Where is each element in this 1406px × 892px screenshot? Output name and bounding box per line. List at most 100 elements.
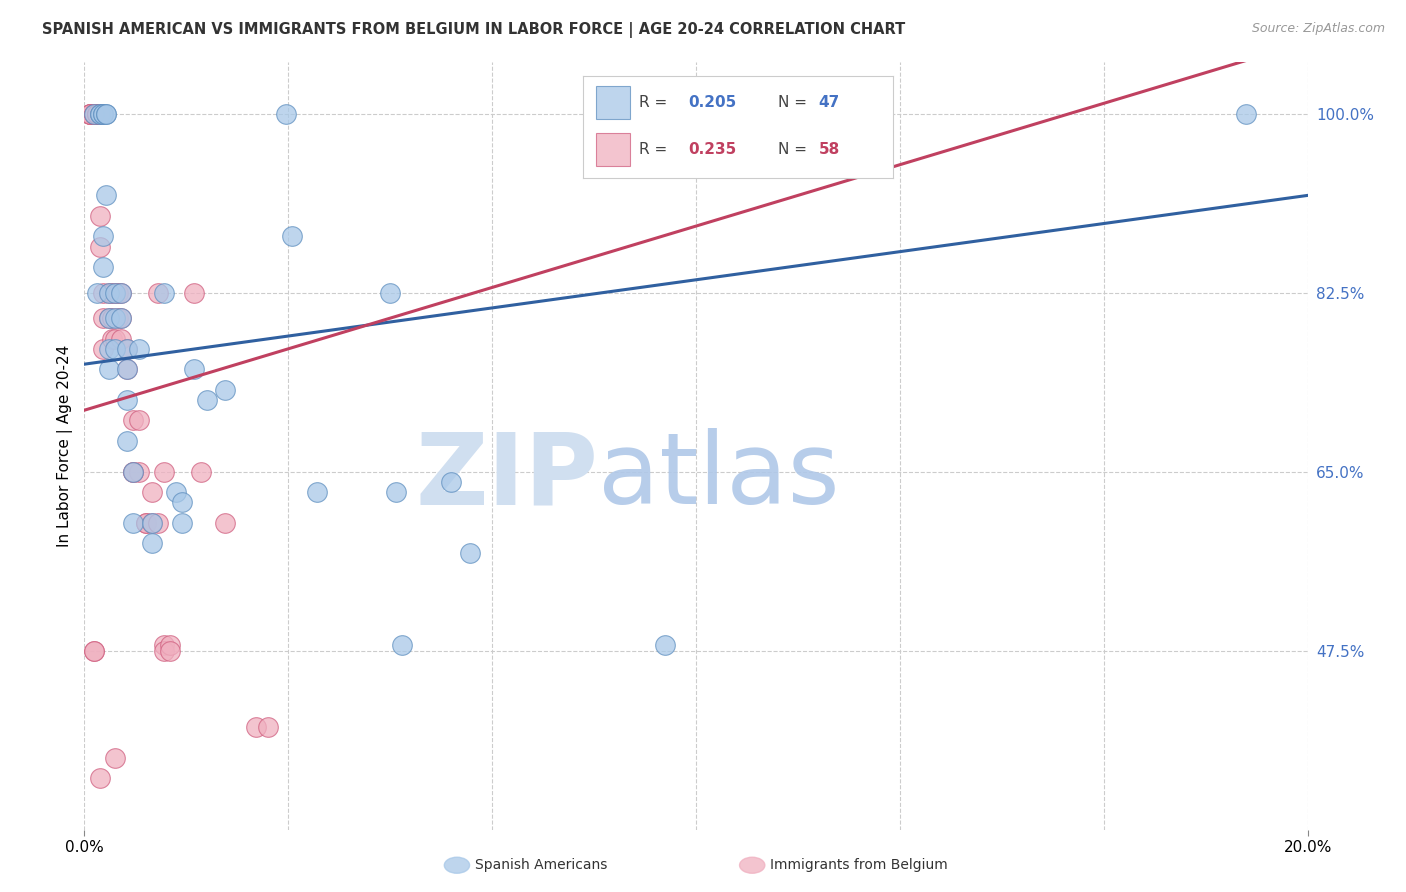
Text: SPANISH AMERICAN VS IMMIGRANTS FROM BELGIUM IN LABOR FORCE | AGE 20-24 CORRELATI: SPANISH AMERICAN VS IMMIGRANTS FROM BELG… [42, 22, 905, 38]
Text: Immigrants from Belgium: Immigrants from Belgium [770, 858, 948, 872]
Point [141, 485, 163, 500]
Point [89, 106, 111, 120]
Point [458, 546, 481, 560]
Point [172, 516, 194, 530]
Point [97, 285, 120, 300]
Point [110, 311, 132, 326]
Point [89, 106, 111, 120]
Point [654, 639, 676, 653]
Point [245, 720, 267, 734]
Point [128, 413, 150, 427]
Point [110, 285, 132, 300]
Point [110, 332, 132, 346]
Point [97, 362, 120, 376]
Point [281, 229, 304, 244]
Point [91, 106, 114, 120]
Point [86, 285, 108, 300]
Point [1236, 106, 1258, 120]
Point [83, 106, 105, 120]
Point [115, 392, 138, 407]
Point [115, 342, 138, 356]
Point [104, 285, 127, 300]
Point [89, 772, 111, 786]
Point [94, 188, 117, 202]
Point [104, 332, 127, 346]
Point [141, 516, 163, 530]
Point [128, 342, 150, 356]
Point [153, 465, 176, 479]
Point [91, 285, 114, 300]
Point [101, 311, 124, 326]
Point [83, 106, 105, 120]
Point [97, 311, 120, 326]
Point [94, 106, 117, 120]
Point [107, 285, 129, 300]
Point [115, 362, 138, 376]
Point [89, 239, 111, 253]
Point [146, 516, 169, 530]
Point [91, 106, 114, 120]
Point [83, 643, 105, 657]
Point [104, 342, 127, 356]
Point [135, 516, 157, 530]
Text: R =: R = [640, 95, 672, 110]
Point [122, 413, 145, 427]
Point [257, 720, 280, 734]
Text: R =: R = [640, 142, 672, 157]
Bar [596, 87, 630, 119]
Point [172, 495, 194, 509]
Point [86, 106, 108, 120]
Point [110, 311, 132, 326]
Point [153, 285, 176, 300]
Point [276, 106, 298, 120]
Point [83, 643, 105, 657]
Point [91, 311, 114, 326]
Point [141, 516, 163, 530]
Point [91, 229, 114, 244]
Point [122, 465, 145, 479]
Point [380, 285, 402, 300]
Text: 0.235: 0.235 [689, 142, 737, 157]
Point [101, 285, 124, 300]
Text: 0.205: 0.205 [689, 95, 737, 110]
Text: atlas: atlas [598, 428, 839, 525]
Point [91, 342, 114, 356]
Point [79, 106, 101, 120]
Point [83, 106, 105, 120]
Point [104, 285, 127, 300]
Point [97, 285, 120, 300]
Point [122, 465, 145, 479]
Point [110, 285, 132, 300]
Point [91, 260, 114, 274]
Point [104, 311, 127, 326]
Point [165, 485, 187, 500]
Point [214, 516, 236, 530]
Point [101, 332, 124, 346]
Text: N =: N = [779, 142, 813, 157]
Text: Source: ZipAtlas.com: Source: ZipAtlas.com [1251, 22, 1385, 36]
Point [86, 106, 108, 120]
Point [195, 392, 218, 407]
Point [89, 106, 111, 120]
Point [440, 475, 463, 489]
Point [391, 639, 413, 653]
Point [83, 106, 105, 120]
Point [183, 362, 205, 376]
Point [159, 639, 181, 653]
Y-axis label: In Labor Force | Age 20-24: In Labor Force | Age 20-24 [58, 345, 73, 547]
Point [79, 106, 101, 120]
Point [89, 106, 111, 120]
Point [385, 485, 408, 500]
Point [79, 106, 101, 120]
Point [141, 536, 163, 550]
Point [97, 342, 120, 356]
Point [305, 485, 328, 500]
Bar [596, 133, 630, 166]
Point [153, 643, 176, 657]
Point [159, 643, 181, 657]
Point [190, 465, 212, 479]
Point [97, 311, 120, 326]
Point [135, 516, 157, 530]
Point [122, 516, 145, 530]
Point [86, 106, 108, 120]
